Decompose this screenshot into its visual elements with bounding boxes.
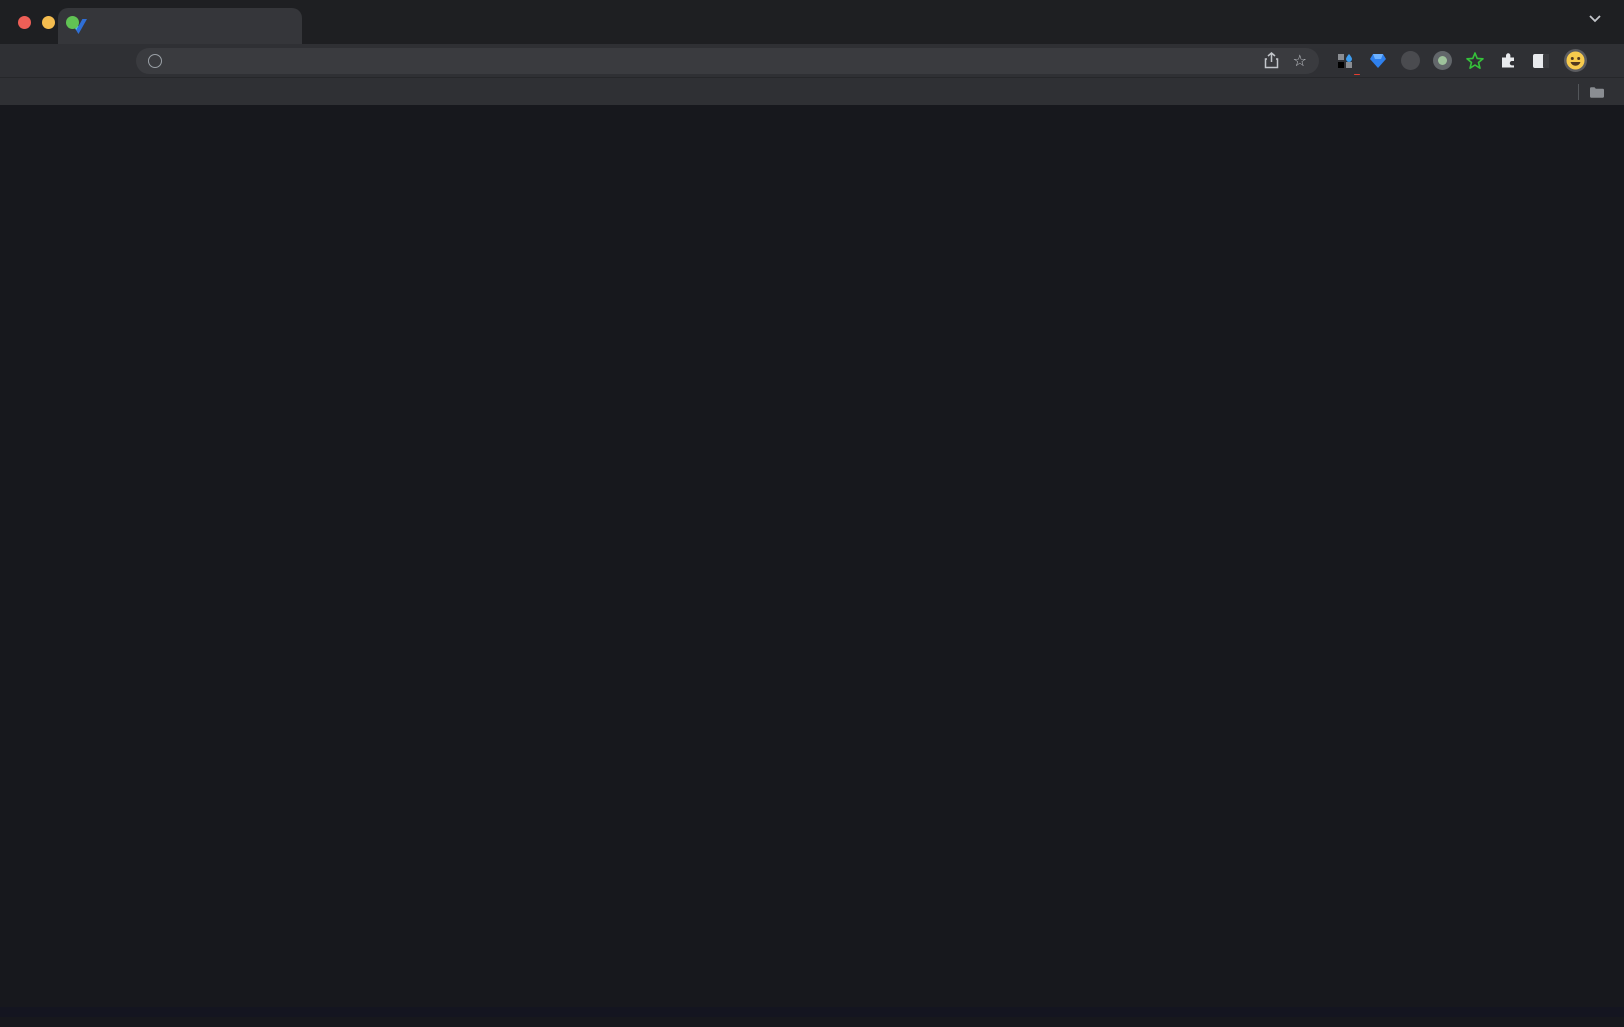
reload-button[interactable] [70,48,96,74]
extension-grid-icon[interactable] [1335,51,1360,75]
tab-strip [0,0,1624,44]
folder-icon [1590,86,1604,98]
side-panel-icon[interactable] [1531,51,1551,71]
dashboard-page [0,105,1624,1017]
gradient-line-chart [505,399,897,618]
share-icon[interactable] [1264,52,1279,69]
donut-chart [540,635,932,932]
maximize-window-button[interactable] [66,16,79,29]
site-info-icon[interactable] [148,53,162,68]
profile-avatar[interactable] [1564,49,1587,72]
bookmarks-bar [0,77,1624,105]
vertical-bar-chart [45,149,475,370]
gem-extension-icon[interactable] [1368,51,1388,71]
browser-toolbar: ☆ [0,44,1624,77]
two-series-area-chart [112,676,518,919]
traffic-lights [18,16,79,29]
command-extension-icon[interactable] [1401,51,1420,70]
green-dot-extension-icon[interactable] [1433,51,1452,70]
close-window-button[interactable] [18,16,31,29]
chevron-down-icon[interactable] [1588,14,1602,23]
horizontal-bar-chart [505,149,897,372]
extensions-puzzle-icon[interactable] [1498,51,1518,71]
bookmarks-separator [1578,83,1579,100]
emoji-face-icon [1566,51,1585,70]
address-bar[interactable]: ☆ [136,47,1319,74]
green-star-extension-icon[interactable] [1465,51,1485,71]
gauge-chart [1036,638,1276,877]
two-series-line-chart [50,425,470,642]
browser-tab[interactable] [58,8,302,44]
back-button[interactable] [10,48,36,74]
progress-bar-chart [985,151,1365,396]
browser-window: ☆ [0,0,1624,105]
area-line-chart [983,388,1363,599]
bookmark-star-icon[interactable]: ☆ [1292,52,1307,70]
home-button[interactable] [100,48,126,74]
other-bookmarks-folder[interactable] [1589,86,1610,98]
page-footer-strip [0,1007,1624,1017]
forward-button[interactable] [40,48,66,74]
extension-badge [1354,73,1360,75]
extensions-area [1329,49,1614,75]
minimize-window-button[interactable] [42,16,55,29]
